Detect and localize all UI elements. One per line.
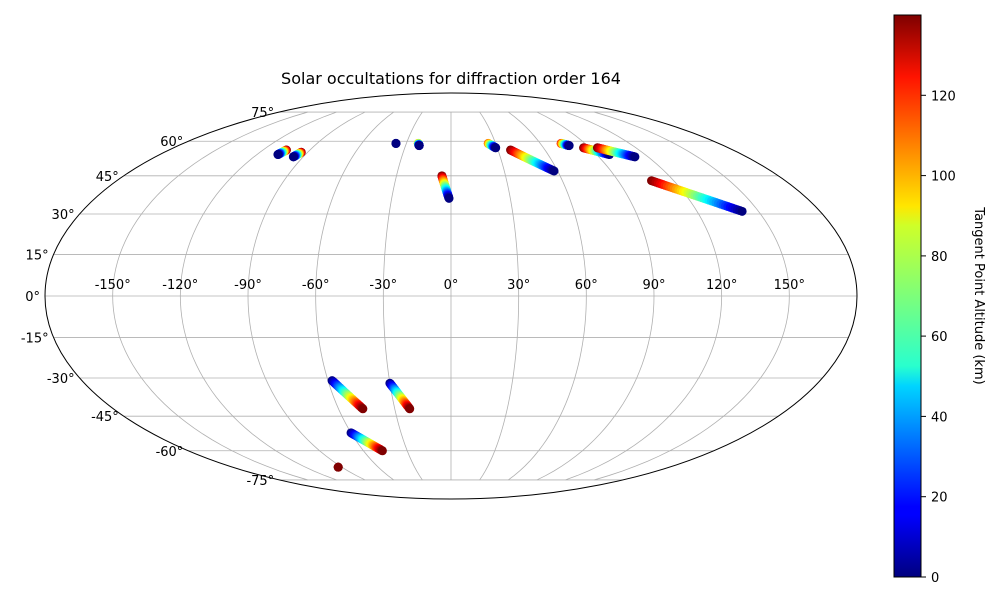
data-point — [491, 143, 501, 153]
data-point — [737, 206, 747, 216]
map-boundary — [44, 92, 858, 500]
latitude-tick-labels: 75° 60° 45° 30° 15° 0° -15° -30° -45° -60° -75° — [21, 106, 274, 489]
data-point — [333, 462, 343, 472]
longitude-gridline — [536, 111, 655, 481]
longitude-tick-label: 0° — [444, 278, 459, 293]
data-point — [405, 404, 415, 414]
longitude-gridline — [179, 111, 337, 481]
occultation-track — [437, 171, 454, 203]
colorbar-tick-label: 120 — [931, 89, 956, 104]
occultation-track — [592, 143, 640, 162]
longitude-gridline — [508, 111, 587, 481]
colorbar-tick-label: 40 — [931, 410, 948, 425]
latitude-tick-label: -15° — [21, 332, 49, 347]
longitude-tick-label: -150° — [95, 278, 131, 293]
data-points — [273, 138, 747, 472]
data-point — [414, 141, 424, 151]
longitude-tick-labels: -150° -120° -90° -60° -30° 0° 30° 60° 90° 120° 150… — [95, 278, 805, 293]
longitude-gridline — [315, 111, 394, 481]
data-point — [377, 446, 387, 456]
longitude-tick-label: 30° — [507, 278, 530, 293]
occultation-track — [346, 428, 387, 456]
longitude-tick-label: 120° — [706, 278, 737, 293]
latitude-tick-label: -45° — [91, 410, 119, 425]
colorbar-label: Tangent Point Altitude (km) — [971, 206, 986, 384]
latitude-tick-label: -60° — [156, 445, 184, 460]
data-point — [564, 141, 574, 151]
longitude-gridline — [594, 111, 790, 481]
data-point — [444, 193, 454, 203]
latitude-tick-label: 45° — [96, 170, 119, 185]
occultation-track — [288, 147, 306, 162]
data-point — [549, 166, 559, 176]
colorbar-tick-label: 100 — [931, 170, 956, 185]
colorbar-tick-label: 60 — [931, 330, 948, 345]
longitude-tick-label: 60° — [575, 278, 598, 293]
longitude-tick-label: 150° — [774, 278, 805, 293]
occultation-track — [483, 138, 501, 153]
data-point — [630, 152, 640, 162]
longitude-tick-label: -120° — [162, 278, 198, 293]
colorbar-ticks: 0 20 40 60 80 100 120 — [921, 89, 956, 586]
occultation-track — [647, 176, 747, 216]
latitude-tick-label: -30° — [47, 372, 75, 387]
data-point — [273, 150, 283, 160]
longitude-gridline — [479, 111, 520, 481]
occultation-track — [385, 378, 415, 414]
longitude-gridline — [112, 111, 308, 481]
colorbar-gradient — [893, 14, 922, 578]
data-point — [288, 152, 298, 162]
colorbar-tick-label: 0 — [931, 571, 939, 586]
latitude-tick-label: 15° — [26, 248, 49, 263]
latitude-tick-label: -75° — [246, 474, 274, 489]
occultation-track — [413, 138, 424, 151]
data-point — [391, 138, 401, 148]
occultation-track — [506, 145, 559, 176]
occultation-track — [273, 145, 291, 160]
chart-title: Solar occultations for diffraction order… — [281, 69, 621, 88]
colorbar-tick-label: 20 — [931, 491, 948, 506]
longitude-tick-label: -60° — [302, 278, 330, 293]
colorbar: 0 20 40 60 80 100 120 Tangent Point Altitude (… — [893, 14, 986, 586]
longitude-gridline — [247, 111, 366, 481]
latitude-tick-label: 30° — [52, 208, 75, 223]
occultation-track — [327, 376, 368, 414]
longitude-tick-label: -30° — [369, 278, 397, 293]
longitude-gridline — [565, 111, 723, 481]
longitude-tick-label: 90° — [642, 278, 665, 293]
latitude-tick-label: 0° — [25, 290, 40, 305]
occultation-track — [391, 138, 401, 148]
longitude-tick-label: -90° — [234, 278, 262, 293]
longitude-gridline — [382, 111, 423, 481]
latitude-tick-label: 75° — [251, 106, 274, 121]
colorbar-tick-label: 80 — [931, 250, 948, 265]
occultation-track — [556, 138, 574, 151]
data-point — [358, 404, 368, 414]
latitude-tick-label: 60° — [160, 135, 183, 150]
graticule-grid — [45, 111, 857, 481]
occultation-track — [333, 462, 343, 472]
